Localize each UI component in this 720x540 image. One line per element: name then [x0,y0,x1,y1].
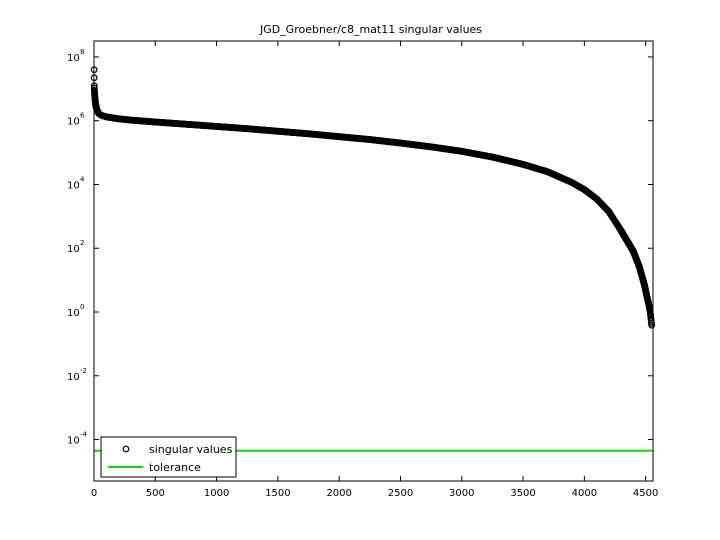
y-tick-label: 10 [67,53,80,64]
plot-area [93,40,654,482]
x-tick-label: 3500 [510,488,535,499]
x-tick-label: 2500 [388,488,413,499]
y-tick-exponent: 4 [80,175,85,183]
y-tick-exponent: -2 [80,367,87,375]
x-tick-label: 1000 [204,488,229,499]
y-tick-label: 10 [67,308,80,319]
x-tick-label: 1500 [265,488,290,499]
x-tick-label: 2000 [326,488,351,499]
singular-values-points [90,66,656,329]
y-tick-label: 10 [67,180,80,191]
legend-label-singular-values: singular values [149,443,233,456]
x-tick-label: 4000 [572,488,597,499]
legend-label-tolerance: tolerance [149,461,201,474]
y-tick-exponent: 6 [80,112,85,120]
y-tick-label: 10 [67,372,80,383]
chart-title: JGD_Groebner/c8_mat11 singular values [259,23,482,36]
y-tick-label: 10 [67,244,80,255]
x-tick-label: 500 [146,488,165,499]
y-tick-label: 10 [67,436,80,447]
y-tick-label: 10 [67,117,80,128]
y-tick-exponent: 8 [80,48,84,56]
x-tick-label: 0 [91,488,97,499]
legend-marker-singular-values [122,445,130,453]
y-tick-exponent: -4 [80,431,88,439]
y-tick-exponent: 2 [80,239,84,247]
plot-frame [93,40,654,482]
axis-ticks: 0 500 1000 1500 2000 2500 3000 3500 4000 450010-4… [67,41,658,499]
y-tick-exponent: 0 [80,303,84,311]
data-marks [90,40,656,482]
x-tick-label: 4500 [633,488,658,499]
x-tick-label: 3000 [449,488,474,499]
singular-value-point [648,321,656,329]
legend-box [100,436,237,478]
legend: singular values tolerance [100,436,237,478]
